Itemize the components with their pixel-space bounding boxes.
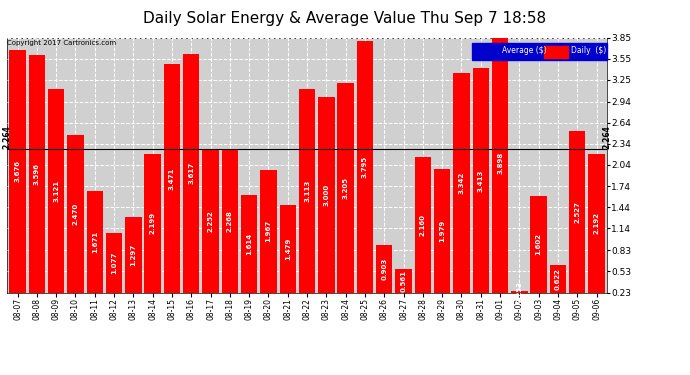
Text: Copyright 2017 Cartronics.com: Copyright 2017 Cartronics.com <box>7 40 116 46</box>
Text: 1.671: 1.671 <box>92 231 98 253</box>
Text: 3.113: 3.113 <box>304 180 310 202</box>
Bar <box>106 233 122 292</box>
Text: 1.297: 1.297 <box>130 244 137 266</box>
Text: 1.077: 1.077 <box>111 252 117 274</box>
Bar <box>357 41 373 292</box>
Bar <box>299 89 315 292</box>
Text: 2.264: 2.264 <box>2 125 12 149</box>
Bar <box>183 54 199 292</box>
Bar <box>434 169 451 292</box>
Bar <box>511 291 528 292</box>
Text: 0.903: 0.903 <box>382 258 387 280</box>
Text: 2.199: 2.199 <box>150 212 156 234</box>
Text: 2.264: 2.264 <box>602 125 612 149</box>
Text: 3.342: 3.342 <box>458 172 464 194</box>
Text: 3.413: 3.413 <box>477 169 484 192</box>
Text: Daily  ($): Daily ($) <box>571 46 607 55</box>
Text: 3.596: 3.596 <box>34 163 40 185</box>
Text: 0.561: 0.561 <box>401 270 406 292</box>
Text: 2.470: 2.470 <box>72 202 79 225</box>
Bar <box>260 170 277 292</box>
Bar <box>473 68 489 292</box>
Text: Average ($): Average ($) <box>502 46 546 55</box>
Bar <box>279 204 296 292</box>
Bar <box>550 265 566 292</box>
Text: 2.268: 2.268 <box>227 210 233 232</box>
Text: 3.205: 3.205 <box>343 177 348 199</box>
Text: 3.471: 3.471 <box>169 167 175 189</box>
Text: 3.795: 3.795 <box>362 156 368 178</box>
Bar <box>415 156 431 292</box>
Bar <box>337 83 354 292</box>
Bar <box>376 245 393 292</box>
Text: 2.160: 2.160 <box>420 213 426 236</box>
Bar <box>472 43 607 60</box>
Bar <box>589 154 605 292</box>
Text: 3.898: 3.898 <box>497 152 503 174</box>
Text: 1.967: 1.967 <box>266 220 271 242</box>
Bar <box>453 73 470 292</box>
Text: 1.602: 1.602 <box>535 233 542 255</box>
Bar <box>531 196 547 292</box>
Bar <box>318 98 335 292</box>
Text: Daily Solar Energy & Average Value Thu Sep 7 18:58: Daily Solar Energy & Average Value Thu S… <box>144 11 546 26</box>
Text: 2.192: 2.192 <box>593 212 600 234</box>
Text: 0.622: 0.622 <box>555 268 561 290</box>
Bar <box>125 217 141 292</box>
Text: 3.676: 3.676 <box>14 160 21 182</box>
Bar <box>164 64 180 292</box>
Text: 2.252: 2.252 <box>208 210 213 232</box>
Bar <box>241 195 257 292</box>
Text: 2.527: 2.527 <box>574 201 580 222</box>
Text: 1.479: 1.479 <box>285 237 290 260</box>
Bar <box>86 191 103 292</box>
Text: 3.617: 3.617 <box>188 162 195 184</box>
Text: 0.253: 0.253 <box>516 281 522 303</box>
Bar <box>569 131 586 292</box>
Bar <box>9 50 26 292</box>
Bar <box>544 46 568 58</box>
Bar <box>395 269 412 292</box>
Bar <box>67 135 83 292</box>
Bar <box>221 149 238 292</box>
Bar <box>144 154 161 292</box>
Bar <box>475 46 499 58</box>
Text: 3.121: 3.121 <box>53 180 59 202</box>
Bar <box>48 89 64 292</box>
Bar <box>492 34 509 292</box>
Text: 1.979: 1.979 <box>439 220 445 242</box>
Text: 1.614: 1.614 <box>246 232 252 255</box>
Bar <box>202 150 219 292</box>
Bar <box>28 56 45 292</box>
Text: 3.000: 3.000 <box>324 184 329 206</box>
